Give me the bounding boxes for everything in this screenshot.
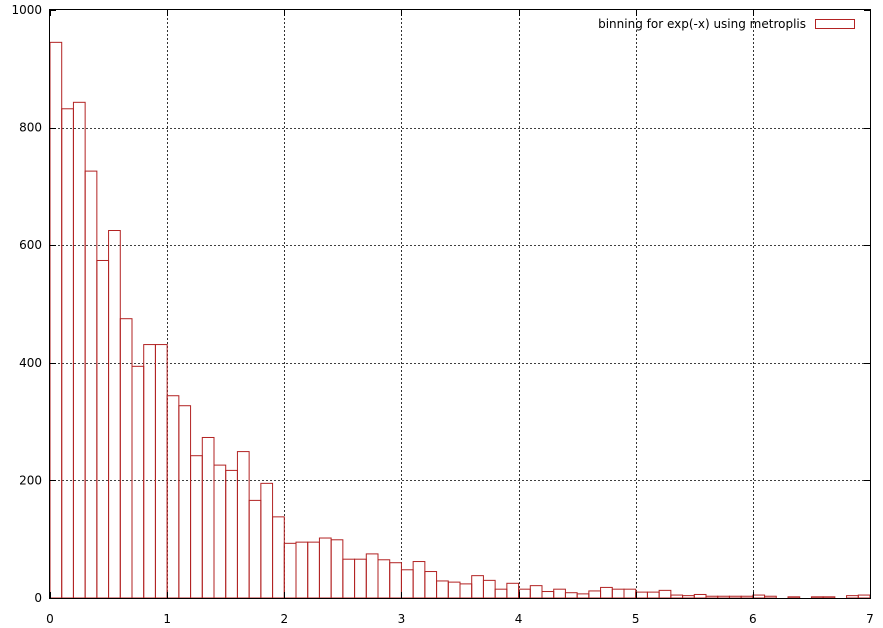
histogram-bar [529,585,543,599]
histogram-bar [318,537,332,599]
histogram-bar [84,170,98,599]
histogram-bar [154,344,168,599]
legend: binning for exp(-x) using metroplis [598,17,855,31]
histogram-bar [518,588,531,599]
histogram-bar [471,575,484,599]
histogram-bar [764,595,777,599]
histogram-bar [166,395,180,599]
histogram-bar [236,451,250,599]
histogram-bar [365,553,379,599]
histogram-bar [553,588,566,599]
histogram-bar [377,559,391,599]
y-tick-label: 0 [34,591,42,605]
histogram-bar [225,469,238,599]
histogram-bars [49,41,871,599]
x-tick-label: 1 [163,612,171,626]
histogram-bar [119,318,133,599]
x-tick-label: 7 [866,612,874,626]
histogram-bar [49,41,63,599]
histogram-bar [424,571,438,599]
x-tick-label: 4 [515,612,523,626]
histogram-bar [436,580,449,599]
histogram-bar [810,596,824,599]
histogram-bar [752,594,766,599]
histogram-bar [412,561,426,599]
histogram-bar [213,464,227,599]
histogram-bar [61,108,74,599]
x-tick-label: 3 [398,612,406,626]
histogram-bar [307,541,320,599]
histogram-bar [846,595,859,599]
histogram-bar [354,558,367,599]
histogram-bar [717,595,730,599]
histogram-bar [857,594,871,599]
histogram-bar [787,596,801,599]
histogram-bar [400,569,414,599]
histogram-bar [201,436,215,599]
axis-ticks [50,10,871,599]
histogram-bar [330,539,344,599]
histogram-bar [283,542,297,599]
legend-swatch [815,19,855,29]
x-tick-label: 6 [749,612,757,626]
histogram-bar [564,592,578,599]
histogram-bar [459,583,473,599]
histogram-bar [635,591,648,599]
y-tick-label: 800 [19,121,42,135]
histogram-bar [447,581,461,599]
histogram-bar [494,588,508,599]
histogram-bar [646,591,660,599]
grid-lines [50,10,870,598]
legend-label: binning for exp(-x) using metroplis [598,17,806,31]
y-tick-label: 200 [19,473,42,487]
y-tick-label: 600 [19,238,42,252]
histogram-bar [248,499,262,599]
histogram-bar [693,593,707,599]
histogram-bar [260,482,274,599]
x-axis-tick-labels: 0 1 2 3 4 5 6 7 [46,612,874,626]
histogram-bar [143,344,156,599]
histogram-bar [342,558,356,599]
histogram-bar [740,595,754,599]
histogram-bar [623,588,637,599]
histogram-bar [389,562,402,599]
x-tick-label: 0 [46,612,54,626]
histogram-bar [670,594,684,599]
histogram-bar [72,101,86,599]
histogram-bar [178,405,192,599]
histogram-bar [705,595,719,599]
histogram-bar [822,596,836,599]
histogram-bar [108,230,121,599]
histogram-bar [682,595,695,599]
histogram-bar [482,579,496,599]
histogram-bar [272,516,285,599]
histogram-bar [658,589,672,599]
y-axis-tick-labels: 0 200 400 600 800 1000 [11,3,42,605]
x-tick-label: 2 [280,612,288,626]
histogram-bar [190,455,203,599]
histogram-bar [131,365,145,599]
y-tick-label: 400 [19,356,42,370]
y-tick-label: 1000 [11,3,42,17]
histogram-bar [728,595,742,599]
histogram-bar [295,541,309,599]
histogram-bar [600,586,613,599]
histogram-bar [611,588,625,599]
plot-frame [49,9,871,599]
histogram-bar [576,593,590,599]
histogram-bar [541,591,555,599]
histogram-bar [588,590,602,599]
x-tick-label: 5 [632,612,640,626]
histogram-bar [96,259,110,599]
histogram-bar [506,582,520,599]
